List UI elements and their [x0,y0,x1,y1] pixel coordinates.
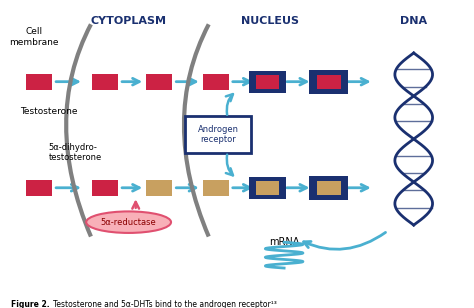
FancyBboxPatch shape [317,75,340,89]
FancyBboxPatch shape [26,180,52,196]
Ellipse shape [86,211,171,233]
FancyBboxPatch shape [203,180,229,196]
FancyBboxPatch shape [256,75,279,89]
FancyBboxPatch shape [249,71,286,93]
Text: Testosterone: Testosterone [20,107,78,116]
Text: mRNA: mRNA [269,237,299,246]
FancyBboxPatch shape [317,181,340,195]
FancyBboxPatch shape [310,70,348,94]
FancyBboxPatch shape [249,177,286,199]
FancyBboxPatch shape [92,180,118,196]
Text: Testosterone and 5α-DHTs bind to the androgen receptor¹³: Testosterone and 5α-DHTs bind to the and… [53,300,277,308]
Text: 5α-reductase: 5α-reductase [101,218,156,227]
Text: Androgen
receptor: Androgen receptor [198,125,238,144]
Text: Figure 2.: Figure 2. [11,300,49,308]
FancyBboxPatch shape [92,74,118,90]
FancyBboxPatch shape [203,74,229,90]
Text: DNA: DNA [400,16,427,26]
Text: CYTOPLASM: CYTOPLASM [91,16,167,26]
Text: Cell
membrane: Cell membrane [9,27,59,47]
FancyBboxPatch shape [185,116,251,153]
Text: NUCLEUS: NUCLEUS [241,16,299,26]
FancyBboxPatch shape [146,180,172,196]
Text: 5α-dihydro-
testosterone: 5α-dihydro- testosterone [48,143,102,162]
FancyBboxPatch shape [146,74,172,90]
FancyBboxPatch shape [256,181,279,195]
FancyBboxPatch shape [310,176,348,200]
FancyBboxPatch shape [26,74,52,90]
